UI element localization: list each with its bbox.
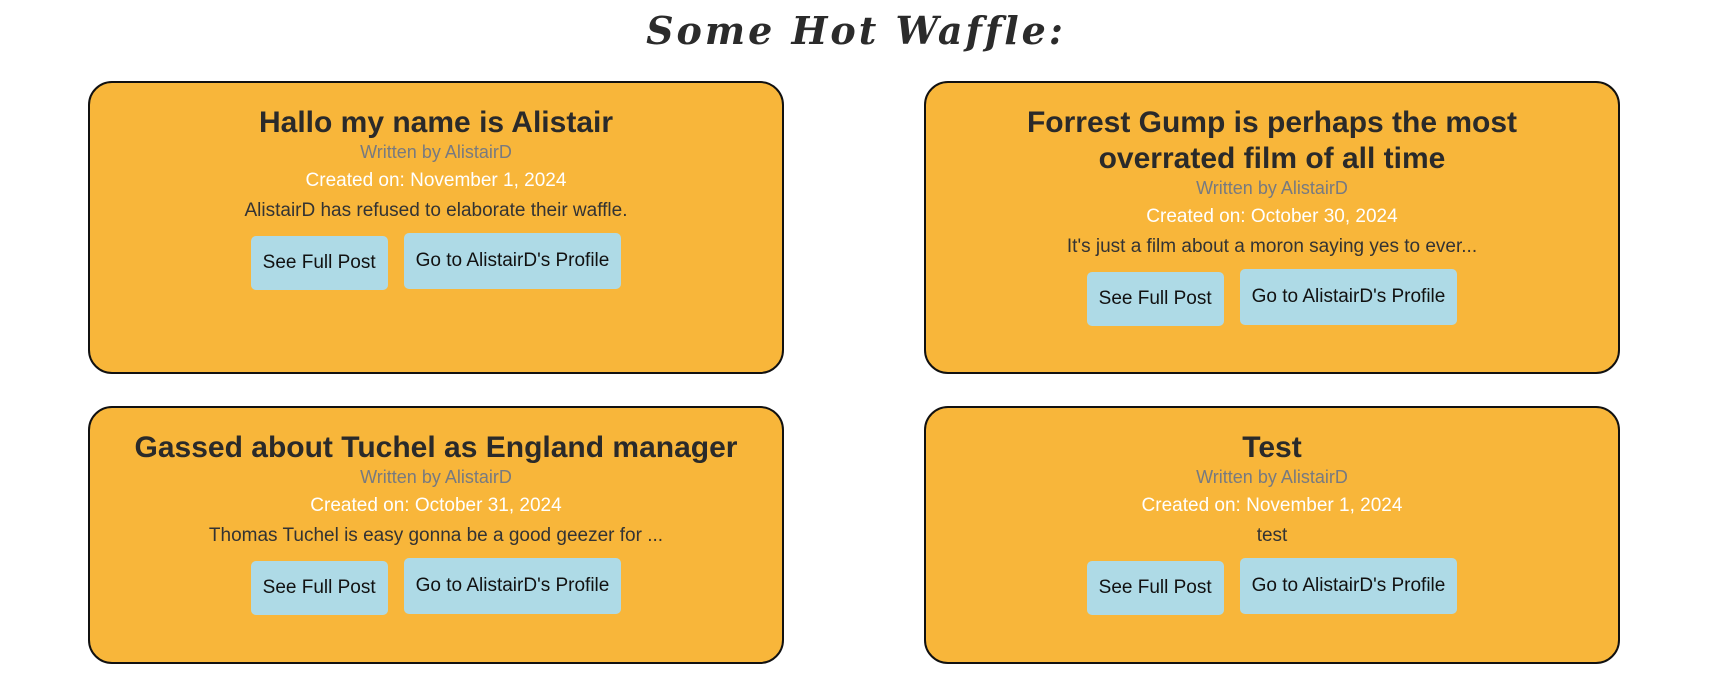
post-created-date: Created on: November 1, 2024 — [305, 170, 567, 191]
post-title: Test — [1242, 431, 1302, 464]
see-full-post-button[interactable]: See Full Post — [1086, 272, 1224, 326]
post-card: Gassed about Tuchel as England manager W… — [88, 406, 784, 664]
post-actions: See Full Post Go to AlistairD's Profile — [956, 269, 1588, 326]
post-actions: See Full Post Go to AlistairD's Profile — [120, 233, 752, 290]
post-title: Forrest Gump is perhaps the most overrat… — [1026, 106, 1518, 175]
post-title: Hallo my name is Alistair — [258, 106, 614, 139]
post-excerpt: AlistairD has refused to elaborate their… — [244, 200, 628, 221]
post-actions: See Full Post Go to AlistairD's Profile — [956, 558, 1588, 615]
post-author: Written by AlistairD — [1196, 178, 1348, 198]
post-card: Test Written by AlistairD Created on: No… — [924, 406, 1620, 664]
post-excerpt: test — [1256, 525, 1288, 546]
post-excerpt: Thomas Tuchel is easy gonna be a good ge… — [208, 525, 664, 546]
post-excerpt: It's just a film about a moron saying ye… — [1066, 236, 1478, 257]
post-created-date: Created on: November 1, 2024 — [1141, 495, 1403, 516]
post-card: Forrest Gump is perhaps the most overrat… — [924, 81, 1620, 374]
see-full-post-button[interactable]: See Full Post — [250, 236, 388, 290]
post-created-date: Created on: October 31, 2024 — [310, 495, 562, 516]
go-to-profile-button[interactable]: Go to AlistairD's Profile — [403, 233, 622, 289]
post-title: Gassed about Tuchel as England manager — [134, 431, 738, 464]
post-card: Hallo my name is Alistair Written by Ali… — [88, 81, 784, 374]
page-title: Some Hot Waffle: — [646, 8, 1066, 53]
go-to-profile-button[interactable]: Go to AlistairD's Profile — [403, 558, 622, 614]
post-author: Written by AlistairD — [360, 142, 512, 162]
go-to-profile-button[interactable]: Go to AlistairD's Profile — [1239, 269, 1458, 325]
go-to-profile-button[interactable]: Go to AlistairD's Profile — [1239, 558, 1458, 614]
see-full-post-button[interactable]: See Full Post — [1086, 561, 1224, 615]
post-created-date: Created on: October 30, 2024 — [1146, 206, 1398, 227]
post-author: Written by AlistairD — [360, 467, 512, 487]
post-actions: See Full Post Go to AlistairD's Profile — [120, 558, 752, 615]
post-author: Written by AlistairD — [1196, 467, 1348, 487]
see-full-post-button[interactable]: See Full Post — [250, 561, 388, 615]
